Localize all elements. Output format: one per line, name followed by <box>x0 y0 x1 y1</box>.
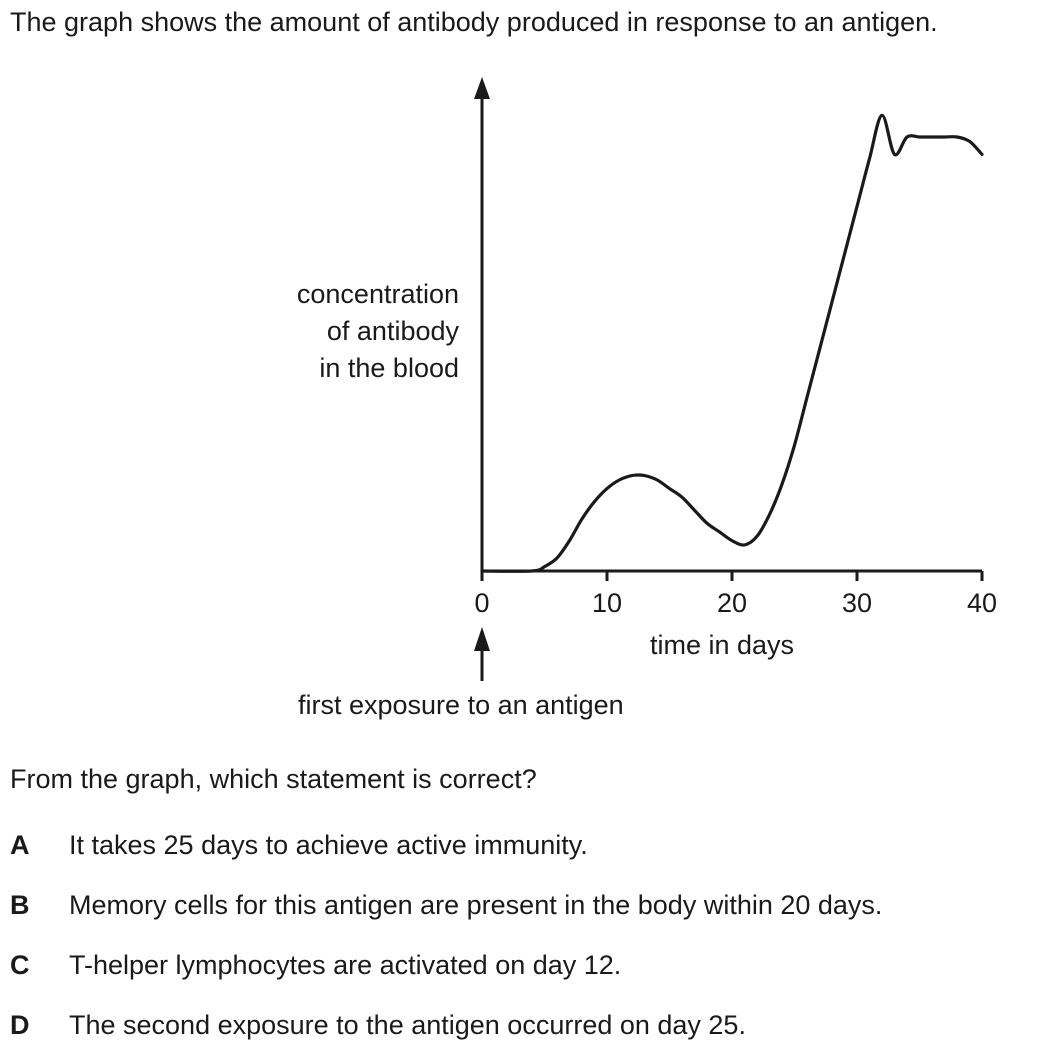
x-tick-label-40: 40 <box>966 588 998 618</box>
antibody-line-chart <box>474 77 984 681</box>
series-group <box>480 113 984 573</box>
option-c-letter[interactable]: C <box>10 950 30 980</box>
antibody-series-line <box>480 113 984 573</box>
intro-text: The graph shows the amount of antibody p… <box>10 7 938 37</box>
option-d-text[interactable]: The second exposure to the antigen occur… <box>69 1010 746 1040</box>
option-b-text[interactable]: Memory cells for this antigen are presen… <box>69 890 883 920</box>
option-d-letter[interactable]: D <box>10 1010 30 1040</box>
option-a-text[interactable]: It takes 25 days to achieve active immun… <box>69 830 588 860</box>
x-tick-label-20: 20 <box>716 588 748 618</box>
y-axis-label-line-1: concentration <box>296 279 459 309</box>
exposure-arrow-icon <box>474 627 490 651</box>
x-tick-label-10: 10 <box>591 588 623 618</box>
x-tick-label-30: 30 <box>841 588 873 618</box>
x-axis-label: time in days <box>650 630 795 660</box>
first-exposure-annotation: first exposure to an antigen <box>298 690 624 720</box>
y-axis-label-line-3: in the blood <box>319 353 459 383</box>
y-axis-arrow-icon <box>474 77 490 99</box>
option-a-letter[interactable]: A <box>10 830 30 860</box>
x-ticks <box>480 571 984 581</box>
x-tick-label-0: 0 <box>474 588 490 618</box>
option-b-letter[interactable]: B <box>10 890 30 920</box>
y-axis-label-line-2: of antibody <box>326 316 459 346</box>
question-text: From the graph, which statement is corre… <box>10 764 537 794</box>
option-c-text[interactable]: T-helper lymphocytes are activated on da… <box>69 950 622 980</box>
